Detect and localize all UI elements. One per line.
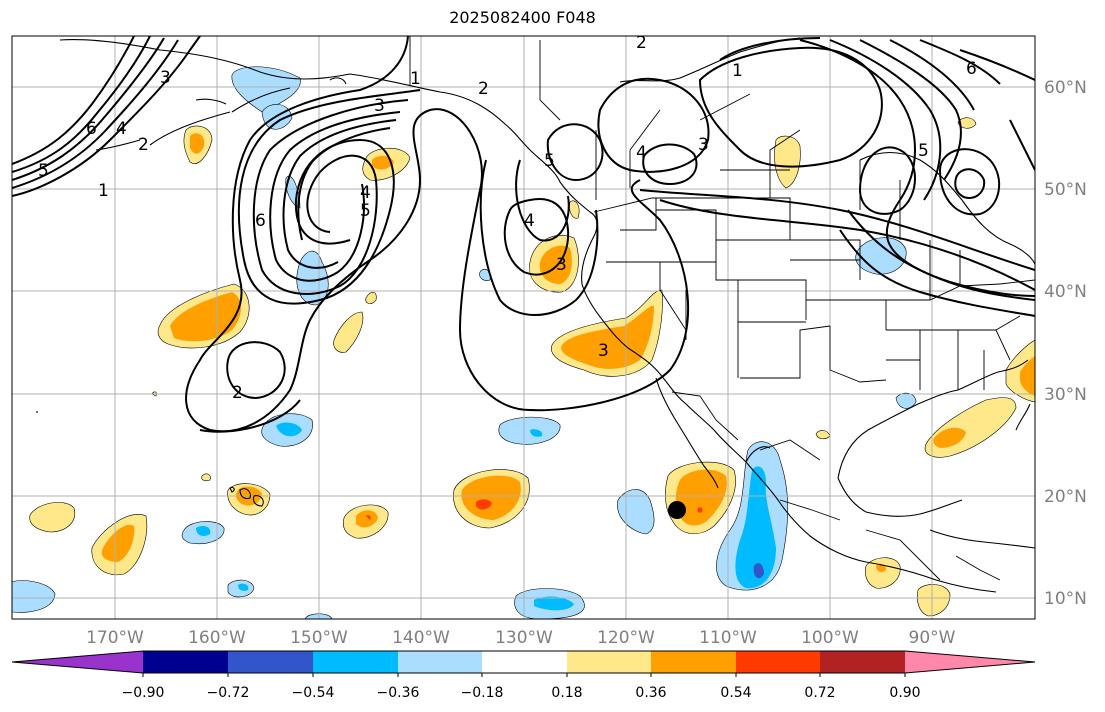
coastlines (59, 37, 1035, 593)
colorbar-segment-8 (736, 651, 820, 673)
colorbar-segment-3 (313, 651, 398, 673)
mexico-borders (671, 391, 1001, 581)
colorbar-segment-1 (143, 651, 228, 673)
lat-label: 40°N (1044, 282, 1087, 302)
contour-label: 6 (86, 119, 97, 139)
lat-label: 60°N (1044, 78, 1087, 98)
map-title: 2025082400 F048 (449, 8, 596, 27)
lon-label: 130°W (495, 628, 553, 648)
state-borders (409, 36, 1035, 390)
contour-label: 4 (636, 143, 647, 163)
colorbar-segment-6 (567, 651, 651, 673)
positive-anomaly-strong (366, 499, 703, 520)
height-contours (12, 36, 1035, 433)
latitude-axis: 60°N 50°N 40°N 30°N 20°N 10°N (1044, 78, 1087, 609)
colorbar-segment-4 (398, 651, 482, 673)
colorbar-segment-7 (651, 651, 736, 673)
colorbar-label: 0.36 (635, 685, 666, 701)
contour-label: 5 (918, 141, 929, 161)
contour-label: 4 (524, 211, 535, 231)
colorbar-label: 0.90 (889, 685, 920, 701)
lon-label: 100°W (801, 628, 859, 648)
contour-label: 5 (544, 151, 555, 171)
lat-label: 20°N (1044, 487, 1087, 507)
lon-label: 160°W (188, 628, 246, 648)
lon-label: 120°W (597, 628, 655, 648)
contour-label: 3 (556, 255, 567, 275)
contour-label: 1 (98, 181, 109, 201)
contour-label: 5 (360, 201, 371, 221)
colorbar-label: −0.90 (122, 685, 165, 701)
colorbar-label: −0.54 (292, 685, 335, 701)
contour-label: 2 (636, 33, 647, 53)
colorbar-label: −0.72 (207, 685, 250, 701)
storm-center-marker (668, 501, 686, 519)
longitude-axis: 170°W 160°W 150°W 140°W 130°W 120°W 110°… (86, 628, 956, 648)
lat-label: 50°N (1044, 180, 1087, 200)
colorbar-segment-5 (482, 651, 567, 673)
contour-label: 4 (116, 119, 127, 139)
colorbar-label: 0.18 (551, 685, 582, 701)
contour-label: 6 (255, 211, 266, 231)
islands (36, 411, 264, 507)
lon-label: 110°W (699, 628, 757, 648)
colorbar-segment-10 (905, 651, 1035, 673)
lat-label: 30°N (1044, 385, 1087, 405)
contour-labels: 1 2 3 4 5 6 1 2 3 4 5 6 2 3 4 5 3 2 1 3 … (38, 33, 977, 403)
contour-label: 6 (966, 59, 977, 79)
colorbar-label: 0.72 (804, 685, 835, 701)
colorbar-segment-9 (820, 651, 905, 673)
colorbar-label: −0.18 (461, 685, 504, 701)
positive-anomaly-moderate (101, 133, 1035, 573)
contour-label: 1 (410, 69, 421, 89)
colorbar: −0.90 −0.72 −0.54 −0.36 −0.18 0.18 0.36 … (11, 650, 1036, 701)
contour-label: 3 (160, 68, 171, 88)
contour-label: 3 (598, 341, 609, 361)
contour-label: 2 (232, 383, 243, 403)
lon-label: 90°W (909, 628, 956, 648)
contour-label: 3 (374, 96, 385, 116)
contour-label: 3 (698, 135, 709, 155)
lon-label: 150°W (290, 628, 348, 648)
lon-label: 140°W (392, 628, 450, 648)
contour-label: 5 (38, 161, 49, 181)
contour-label: 1 (732, 61, 743, 81)
negative-anomaly-core (753, 563, 764, 579)
contour-label: 2 (138, 135, 149, 155)
negative-anomaly-strong (196, 422, 776, 611)
colorbar-label: −0.36 (377, 685, 420, 701)
contour-label: 2 (478, 79, 489, 99)
colorbar-segment-2 (228, 651, 313, 673)
lat-label: 10°N (1044, 589, 1087, 609)
contour-label: 4 (360, 183, 371, 203)
lon-label: 170°W (86, 628, 144, 648)
colorbar-segment-0 (12, 651, 143, 673)
map-frame (11, 35, 1036, 620)
colorbar-label: 0.54 (720, 685, 751, 701)
